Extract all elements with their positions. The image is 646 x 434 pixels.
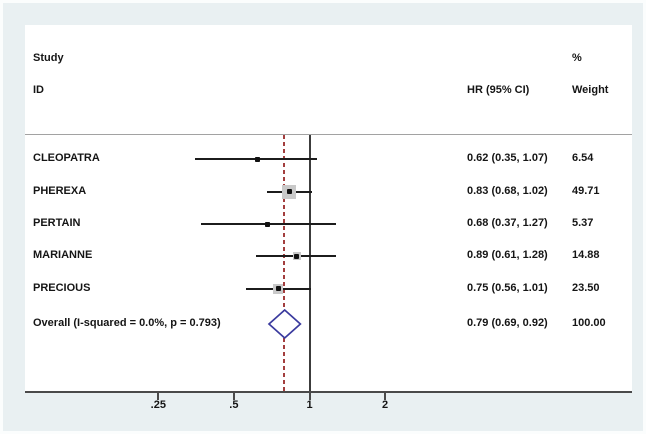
point-estimate-marker [254,156,260,162]
weight-value: 23.50 [572,281,600,294]
hr-value: 0.62 (0.35, 1.07) [467,152,548,164]
header-hr-ci: HR (95% CI) [467,84,530,96]
hr-value: 0.75 (0.56, 1.01) [467,281,548,294]
plot-area [25,25,632,393]
hr-value: 0.79 (0.69, 0.92) [467,317,548,329]
study-label: MARIANNE [33,249,93,261]
study-label: PRECIOUS [33,281,91,294]
point-estimate-marker [275,286,281,291]
x-axis-tick-label: .5 [229,399,239,411]
overall-label: Overall (I-squared = 0.0%, p = 0.793) [33,317,221,329]
weight-value: 100.00 [572,317,606,329]
weight-value: 6.54 [572,152,594,164]
weight-value: 49.71 [572,184,600,197]
header-percent: % [572,52,582,64]
point-estimate-marker [294,253,300,259]
x-axis-tick [157,393,160,400]
overall-estimate-dashed-line [282,135,285,391]
point-estimate-marker [286,189,292,194]
x-axis-tick-label: .25 [150,399,166,411]
header-divider-line [25,134,632,135]
point-estimate-marker [264,221,270,227]
study-label: PERTAIN [33,217,81,229]
overall-diamond [267,308,302,340]
null-effect-line [308,135,311,391]
study-label: CLEOPATRA [33,152,100,164]
x-axis-tick-label: 2 [382,399,389,411]
x-axis-tick [384,393,387,400]
header-id: ID [33,84,44,96]
weight-value: 5.37 [572,217,594,229]
x-axis-tick [232,393,235,400]
weight-value: 14.88 [572,249,600,261]
x-axis-tick-label: 1 [306,399,313,411]
header-study: Study [33,52,64,64]
study-label: PHEREXA [33,184,87,197]
x-axis-tick [308,393,311,400]
hr-value: 0.89 (0.61, 1.28) [467,249,548,261]
hr-value: 0.83 (0.68, 1.02) [467,184,548,197]
hr-value: 0.68 (0.37, 1.27) [467,217,548,229]
header-weight: Weight [572,84,609,96]
